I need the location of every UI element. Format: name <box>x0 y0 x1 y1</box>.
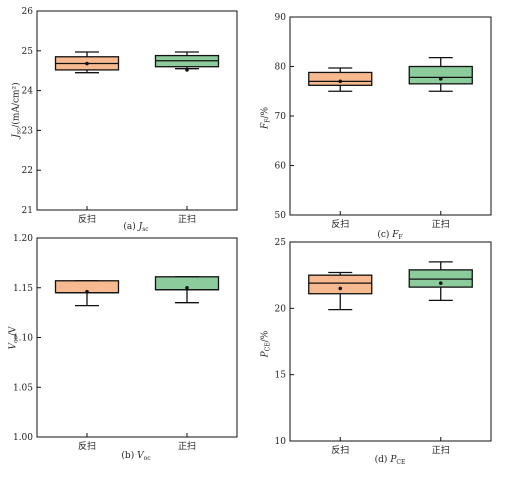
y-tick-label-b: 1.00 <box>13 433 33 443</box>
x-tick-label-a: 正扫 <box>178 213 196 225</box>
mean-marker-b-1 <box>185 285 189 290</box>
mean-marker-c-1 <box>438 77 443 81</box>
y-tick-label-c: 70 <box>275 112 287 122</box>
y-tick-label-d: 25 <box>275 238 287 248</box>
box-d-1 <box>408 269 473 288</box>
y-tick-label-b: 1.20 <box>13 234 33 244</box>
y-tick-label-d: 15 <box>275 371 287 381</box>
mean-marker-d-0 <box>338 286 343 291</box>
x-tick-label-d: 正扫 <box>432 444 450 456</box>
mean-marker-b-0 <box>85 289 89 294</box>
mean-marker-a-0 <box>85 61 89 66</box>
box-c-0 <box>308 71 373 86</box>
ylabel-b: Voc/V <box>8 326 20 350</box>
y-tick-label-b: 1.15 <box>13 284 33 294</box>
panel-a: 21 22 23 24 25 26 反扫 正扫 <box>22 7 238 225</box>
plot-frame-b <box>36 237 238 438</box>
caption-a: (a) Jsc <box>123 222 149 233</box>
box-c-1 <box>408 65 473 85</box>
mean-marker-d-1 <box>438 281 443 285</box>
x-tick-label-b: 反扫 <box>78 440 96 452</box>
caption-d: (d) PCE <box>374 455 406 466</box>
x-tick-label-a: 反扫 <box>78 213 96 225</box>
ylabel-c: FF/% <box>260 106 272 130</box>
panel-c: 50 60 70 80 90 反扫 正扫 <box>275 13 492 230</box>
y-tick-label-a: 25 <box>22 47 34 57</box>
x-tick-label-c: 反扫 <box>331 218 349 230</box>
plot-frame-c <box>289 16 492 216</box>
ylabel-d: PCE/% <box>260 330 272 358</box>
box-d-0 <box>308 274 373 295</box>
y-tick-label-a: 21 <box>22 206 33 216</box>
mean-marker-a-1 <box>185 68 189 72</box>
y-tick-label-a: 26 <box>22 7 34 17</box>
mean-marker-c-0 <box>338 79 343 84</box>
caption-c: (c) FF <box>377 230 403 241</box>
x-tick-label-d: 反扫 <box>331 444 349 456</box>
y-tick-label-c: 90 <box>275 13 287 23</box>
y-tick-label-a: 24 <box>22 87 34 97</box>
x-tick-label-c: 正扫 <box>432 218 450 230</box>
panel-d: 10 15 20 25 反扫 正扫 <box>275 238 492 456</box>
y-tick-label-c: 50 <box>275 211 287 221</box>
y-tick-label-b: 1.10 <box>13 334 33 344</box>
x-tick-label-b: 正扫 <box>178 440 196 452</box>
y-tick-label-b: 1.05 <box>13 383 33 393</box>
caption-b: (b) Voc <box>121 451 151 462</box>
y-tick-label-a: 22 <box>22 166 33 176</box>
panel-b: 1.00 1.05 1.10 1.15 1.20 反扫 正扫 <box>13 234 238 452</box>
plot-frame-d <box>289 241 492 442</box>
plot-frame-a <box>36 10 238 211</box>
y-tick-label-c: 60 <box>275 162 287 172</box>
y-tick-label-a: 23 <box>22 126 34 136</box>
y-tick-label-d: 20 <box>275 304 287 314</box>
y-tick-label-c: 80 <box>275 63 287 73</box>
y-tick-label-d: 10 <box>275 437 287 447</box>
ylabel-a: Jsc/(mA/cm²) <box>11 82 23 138</box>
